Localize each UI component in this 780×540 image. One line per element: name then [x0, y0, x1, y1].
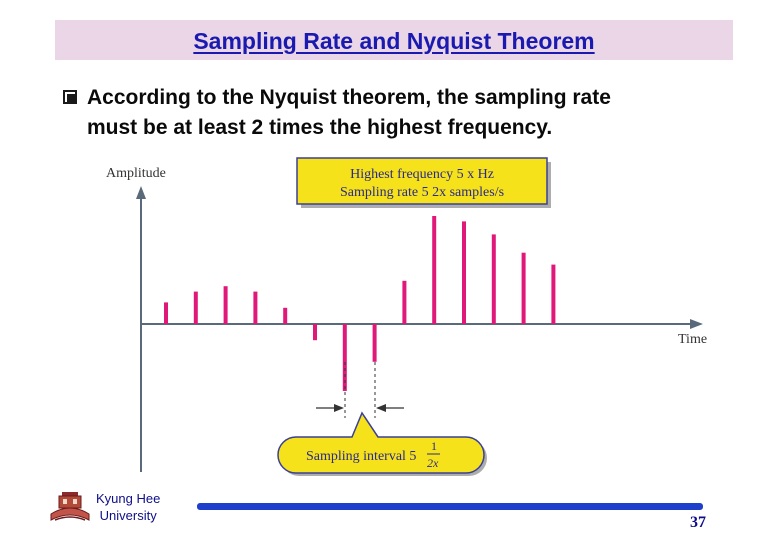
- sample-bar: [164, 302, 168, 324]
- interval-text: Sampling interval 5: [306, 449, 416, 464]
- title-bar: Sampling Rate and Nyquist Theorem: [55, 20, 733, 60]
- interval-denominator: 2x: [427, 456, 439, 470]
- x-axis-arrow-icon: [690, 319, 703, 329]
- sample-bar: [342, 324, 347, 391]
- interval-markers: [316, 362, 404, 418]
- bullet-line-2: must be at least 2 times the highest fre…: [87, 116, 553, 139]
- sample-bar: [253, 291, 258, 324]
- sample-bar: [402, 280, 407, 324]
- interval-numerator: 1: [431, 439, 437, 453]
- sample-bars: [164, 216, 556, 391]
- sample-bar: [223, 286, 228, 324]
- sample-bar: [313, 324, 317, 341]
- footer-rule: [197, 503, 703, 510]
- sample-bar: [193, 291, 198, 324]
- university-line-2: University: [99, 508, 157, 523]
- sample-bar: [462, 221, 466, 324]
- bullet-line-1: According to the Nyquist theorem, the sa…: [87, 86, 611, 109]
- university-seal-icon: [50, 492, 90, 521]
- y-axis-label: Amplitude: [106, 166, 166, 181]
- frequency-callout: Highest frequency 5 x Hz Sampling rate 5…: [296, 157, 551, 208]
- bullet-paragraph: According to the Nyquist theorem, the sa…: [87, 83, 747, 143]
- arrow-right-icon: [334, 404, 344, 412]
- axes: [136, 186, 703, 472]
- sample-bar: [551, 264, 556, 324]
- callout-line-2: Sampling rate 5 2x samples/s: [340, 185, 504, 200]
- sample-bar: [372, 324, 377, 362]
- sample-bar: [491, 234, 496, 324]
- callout-line-1: Highest frequency 5 x Hz: [350, 167, 494, 182]
- interval-callout: Sampling interval 5 1 2x: [277, 411, 487, 476]
- page-number: 37: [690, 514, 706, 531]
- university-name: Kyung Hee University: [96, 490, 160, 524]
- sample-bar: [283, 307, 288, 324]
- sample-bar: [521, 252, 526, 324]
- checkbox-bullet-icon: [63, 90, 77, 104]
- x-axis-label: Time: [678, 332, 707, 347]
- university-line-1: Kyung Hee: [96, 491, 161, 506]
- arrow-left-icon: [376, 404, 386, 412]
- slide-title: Sampling Rate and Nyquist Theorem: [193, 28, 595, 54]
- sample-bar: [432, 216, 437, 324]
- y-axis-arrow-icon: [136, 186, 146, 199]
